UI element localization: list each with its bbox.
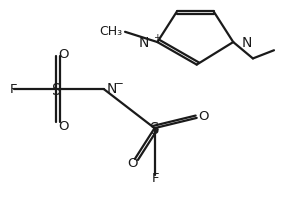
Text: N: N bbox=[242, 36, 252, 50]
Text: N: N bbox=[139, 36, 149, 50]
Text: S: S bbox=[150, 121, 159, 136]
Text: +: + bbox=[153, 33, 160, 42]
Text: F: F bbox=[9, 83, 17, 96]
Text: F: F bbox=[152, 171, 159, 184]
Text: CH₃: CH₃ bbox=[99, 25, 122, 38]
Text: O: O bbox=[198, 110, 209, 123]
Text: S: S bbox=[51, 82, 61, 97]
Text: −: − bbox=[115, 79, 124, 89]
Text: N: N bbox=[107, 82, 117, 96]
Text: O: O bbox=[58, 119, 69, 132]
Text: O: O bbox=[127, 156, 138, 169]
Text: O: O bbox=[58, 48, 69, 61]
